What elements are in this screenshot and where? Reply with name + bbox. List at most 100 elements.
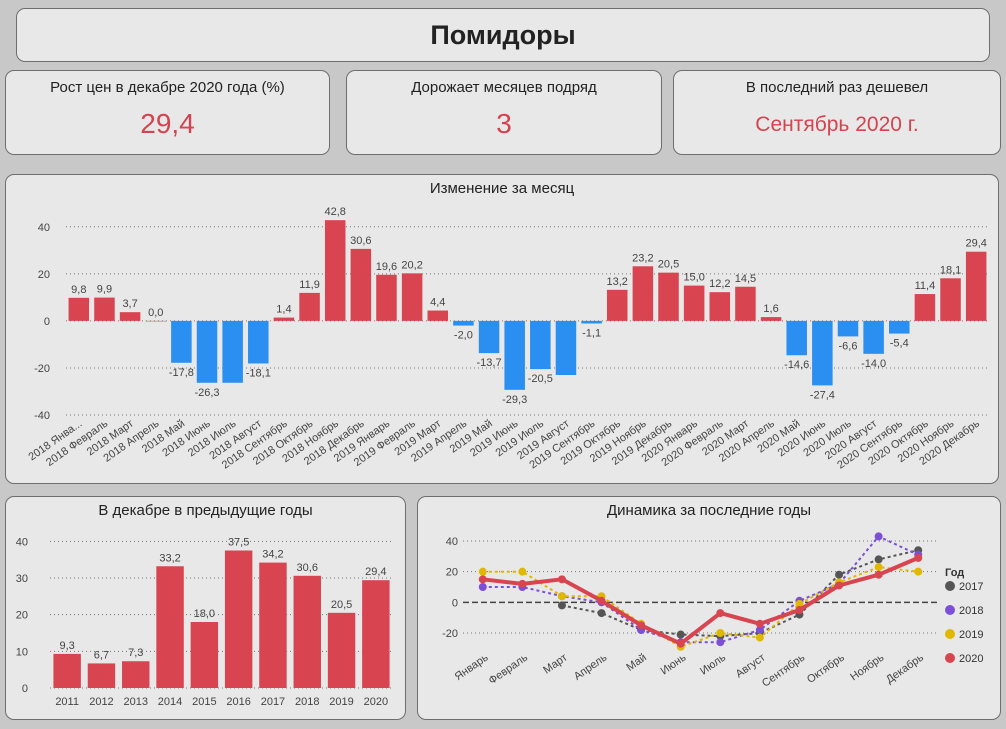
series-point-2020: [518, 579, 527, 588]
y-tick-label: 40: [16, 536, 28, 548]
series-point-2018: [755, 625, 764, 634]
series-point-2019: [874, 563, 883, 572]
bar: [812, 320, 833, 386]
card-last-cheaper-label: В последний раз дешевел: [745, 79, 929, 96]
data-label: -13,7: [477, 357, 502, 369]
y-tick-label: -20: [34, 363, 50, 375]
data-label: 7,3: [128, 647, 143, 659]
card-last-cheaper: В последний раз дешевел Сентябрь 2020 г.: [673, 70, 1001, 155]
series-point-2017: [597, 609, 606, 618]
data-label: 20,5: [658, 259, 679, 271]
bar: [87, 663, 116, 688]
bar: [863, 320, 884, 354]
bar: [190, 622, 219, 688]
bar: [350, 248, 372, 321]
data-label: 1,4: [276, 304, 291, 316]
bar: [324, 220, 346, 321]
data-label: 9,9: [97, 284, 112, 296]
data-label: 23,2: [632, 252, 653, 264]
x-tick-label: Январь: [453, 651, 491, 683]
card-months-rising-value: 3: [496, 108, 512, 139]
data-label: 18,0: [194, 608, 215, 620]
x-tick-label: Май: [624, 652, 649, 674]
series-point-2017: [835, 570, 844, 579]
series-point-2018: [874, 532, 883, 541]
x-tick-label: Октябрь: [805, 651, 847, 685]
bar: [156, 566, 184, 688]
data-label: -29,3: [502, 394, 527, 406]
series-point-2020: [914, 553, 923, 562]
card-price-growth-value: 29,4: [140, 108, 195, 139]
x-tick-label: 2011: [55, 696, 79, 708]
bar: [786, 320, 807, 356]
bar: [683, 285, 705, 321]
bar: [735, 286, 756, 321]
bar: [504, 320, 525, 390]
series-point-2017: [557, 601, 566, 610]
x-tick-label: Март: [541, 652, 569, 677]
x-tick-label: 2020: [364, 696, 388, 708]
bar: [222, 320, 243, 383]
december-title: В декабре в предыдущие годы: [98, 502, 313, 519]
legend-label: 2020: [959, 653, 983, 665]
data-label: -6,6: [839, 340, 858, 352]
bar: [837, 320, 859, 337]
bar: [760, 317, 782, 321]
bar: [401, 273, 423, 321]
bar: [658, 272, 679, 321]
x-tick-label: Февраль: [487, 651, 531, 687]
series-point-2019: [518, 567, 527, 576]
data-label: 20,5: [331, 599, 352, 611]
data-label: -14,6: [784, 359, 809, 371]
x-tick-label: Июнь: [659, 651, 689, 677]
series-line-2017: [561, 549, 919, 638]
december-panel: В декабре в предыдущие годы 40 30 20 10 0 9,3…: [5, 496, 406, 720]
bar: [555, 320, 577, 375]
bar: [606, 289, 628, 321]
data-label: 0,0: [148, 307, 163, 319]
card-price-growth-label: Рост цен в декабре 2020 года (%): [50, 79, 285, 96]
y-tick-label: 20: [16, 610, 28, 622]
monthly-change-panel: Изменение за месяц 40 20 0 -20 -40 9,8 2018 Ян…: [5, 174, 999, 484]
bar: [889, 320, 910, 334]
bar: [453, 320, 474, 326]
data-label: 15,0: [683, 272, 704, 284]
series-line-2018: [482, 535, 919, 644]
x-tick-label: 2015: [192, 696, 216, 708]
bar: [68, 297, 90, 321]
legend-label: 2019: [959, 629, 983, 641]
bar: [327, 612, 356, 688]
card-price-growth: Рост цен в декабре 2020 года (%) 29,4: [5, 70, 330, 155]
data-label: 20,2: [401, 259, 422, 271]
legend-title: Год: [945, 567, 964, 579]
data-label: 9,3: [60, 640, 75, 652]
data-label: 4,4: [430, 297, 445, 309]
series-point-2020: [795, 606, 804, 614]
data-label: 34,2: [262, 549, 283, 561]
data-label: -14,0: [861, 358, 886, 370]
y-tick-label: 0: [452, 597, 458, 609]
bar: [145, 320, 166, 322]
series-point-2019: [557, 592, 566, 601]
data-label: 13,2: [607, 276, 628, 288]
legend-marker-2019: [945, 629, 955, 639]
data-label: 6,7: [94, 649, 109, 661]
bar: [273, 317, 295, 321]
dynamics-title: Динамика за последние годы: [607, 502, 811, 519]
bar: [94, 297, 115, 321]
y-tick-label: 40: [38, 222, 50, 234]
data-label: 11,4: [915, 280, 936, 292]
bar: [196, 320, 218, 383]
y-tick-label: 0: [22, 683, 28, 695]
series-point-2019: [914, 567, 923, 576]
legend-marker-2017: [945, 581, 955, 591]
y-tick-label: -40: [34, 410, 50, 422]
series-point-2020: [874, 570, 883, 579]
data-label: -17,8: [169, 367, 194, 379]
data-label: 29,4: [965, 238, 986, 250]
data-label: 3,7: [122, 298, 137, 310]
legend-label: 2018: [959, 605, 983, 617]
data-label: 12,2: [709, 278, 730, 290]
data-label: -26,3: [194, 387, 219, 399]
